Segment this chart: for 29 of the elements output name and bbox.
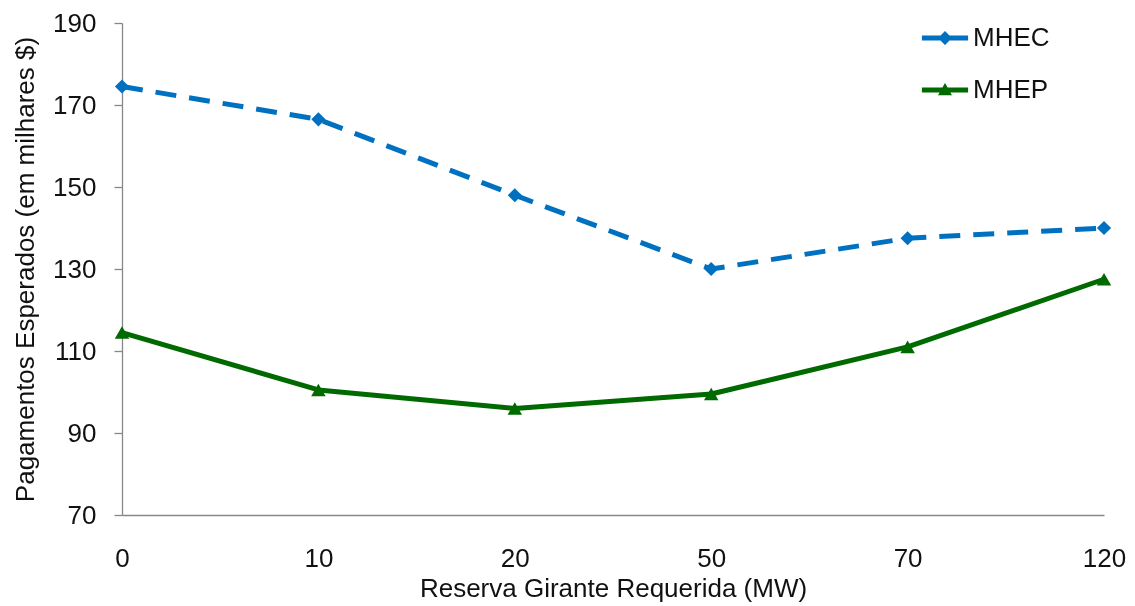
x-tick-label: 20 (500, 542, 530, 573)
y-axis-title: Pagamentos Esperados (em milhares $) (10, 36, 41, 503)
point (311, 383, 326, 397)
y-tick-label: 150 (53, 171, 97, 202)
point (703, 387, 719, 401)
point (1096, 220, 1112, 236)
legend-label: MHEC (973, 22, 1050, 52)
point (1096, 272, 1112, 286)
x-tick-label: 10 (304, 542, 334, 573)
x-tick-label: 50 (697, 542, 727, 573)
y-tick-label: 170 (53, 89, 97, 120)
y-tick-label: 190 (53, 7, 97, 38)
x-tick-label: 0 (115, 542, 130, 573)
point (704, 261, 719, 277)
point (900, 231, 915, 246)
y-tick-label: 90 (67, 417, 97, 448)
y-tick-label: 110 (55, 335, 97, 366)
point (507, 402, 523, 415)
x-axis-title: Reserva Girante Requerida (MW) (419, 572, 808, 603)
point (311, 112, 326, 127)
point (507, 188, 522, 203)
point (114, 326, 130, 339)
x-tick-label: 120 (1082, 542, 1127, 573)
point (900, 340, 915, 354)
y-tick-label: 70 (67, 499, 97, 530)
legend-label: MHEP (973, 74, 1049, 104)
point (114, 79, 130, 94)
x-tick-label: 70 (893, 542, 923, 573)
y-tick-label: 130 (53, 253, 97, 284)
